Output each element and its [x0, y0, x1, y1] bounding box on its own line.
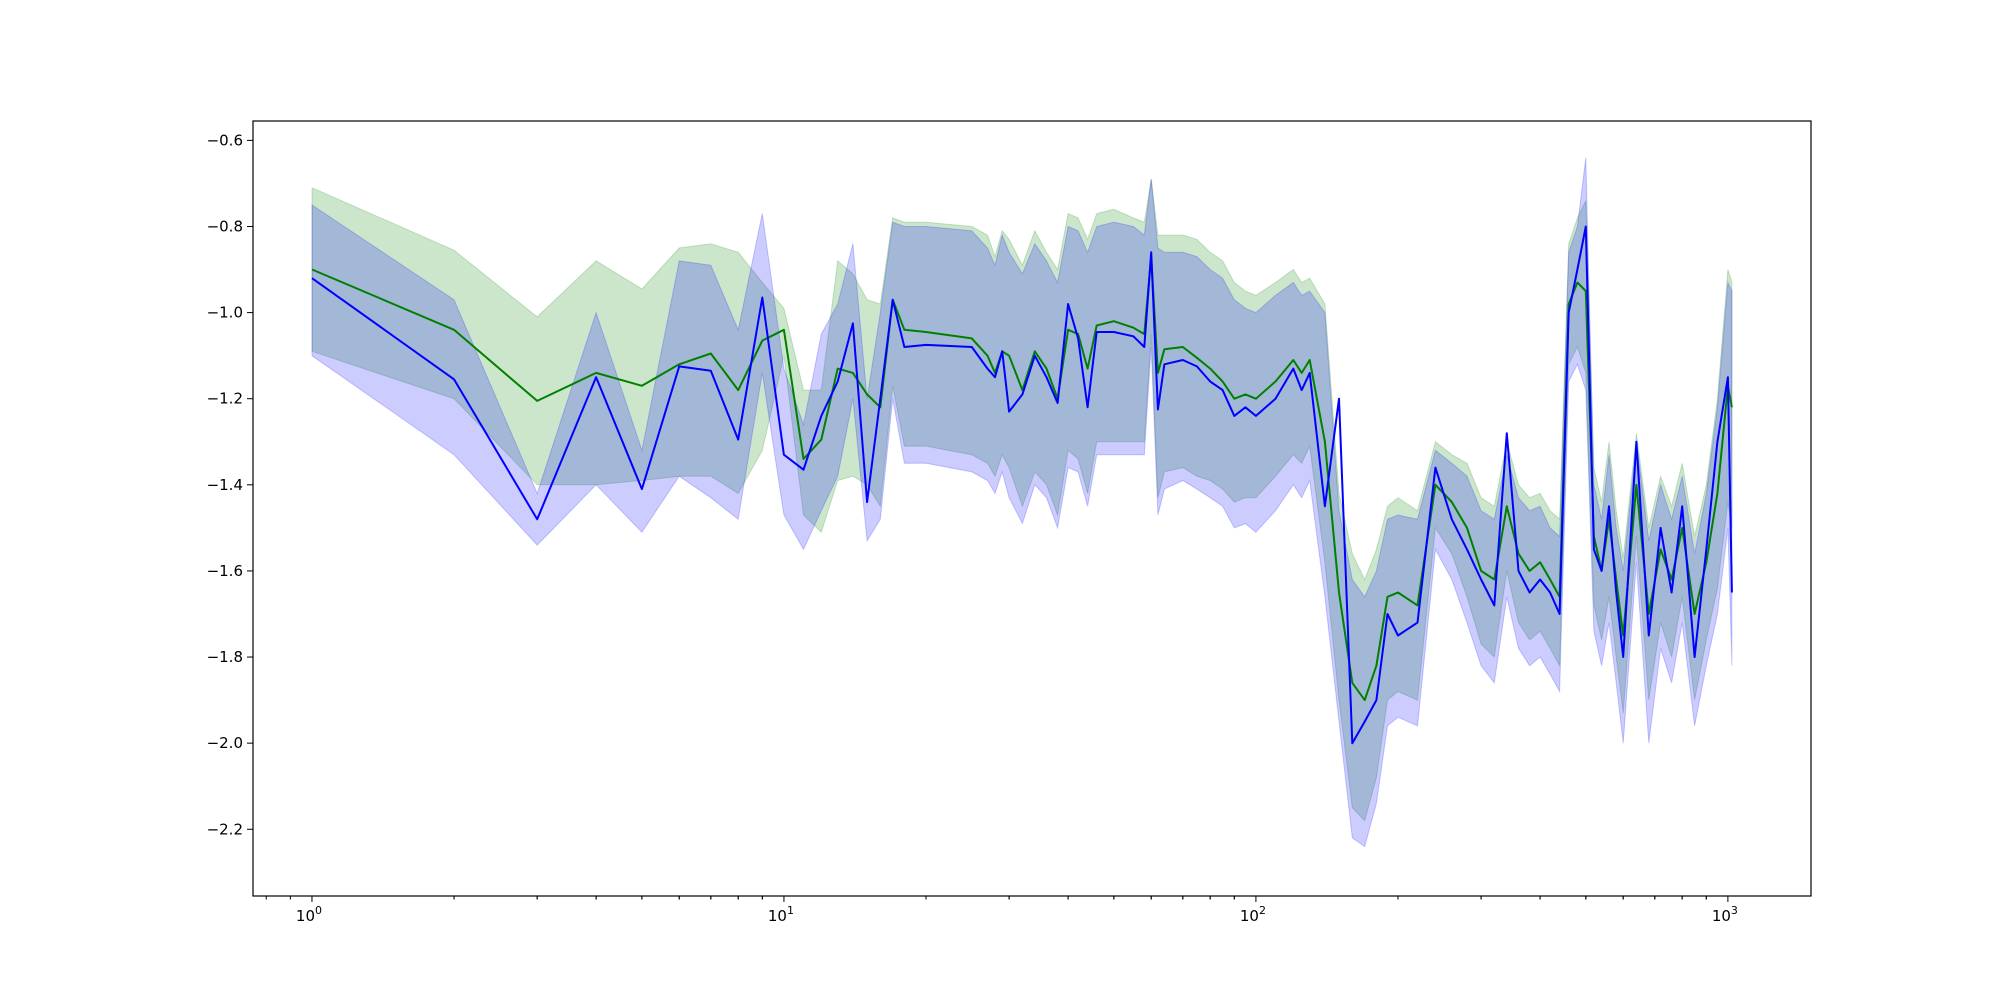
y-tick-label: −2.2: [207, 820, 243, 838]
y-tick-label: −1.6: [207, 562, 243, 580]
x-axis: 100 101 102 103: [265, 896, 1738, 925]
y-tick-label: −0.6: [207, 131, 243, 149]
x-tick-label: 102: [1240, 904, 1266, 925]
series-2-line: [311, 225, 1733, 745]
confidence-bands: [311, 157, 1733, 848]
x-tick-label: 100: [296, 904, 322, 925]
y-tick-label: −1.2: [207, 390, 243, 408]
y-tick-label: −1.8: [207, 648, 243, 666]
series-2-band: [311, 157, 1733, 848]
y-axis: −0.6 −0.8 −1.0 −1.2 −1.4 −1.6 −1.8 −2.0 −2.2: [207, 131, 253, 838]
y-tick-label: −1.0: [207, 304, 243, 322]
x-tick-label: 103: [1712, 904, 1738, 925]
series-lines: [311, 225, 1733, 745]
y-tick-label: −0.8: [207, 217, 243, 235]
y-tick-label: −2.0: [207, 734, 243, 752]
x-tick-label: 101: [768, 904, 794, 925]
plot-area-frame: [252, 120, 1812, 897]
y-tick-label: −1.4: [207, 476, 243, 494]
